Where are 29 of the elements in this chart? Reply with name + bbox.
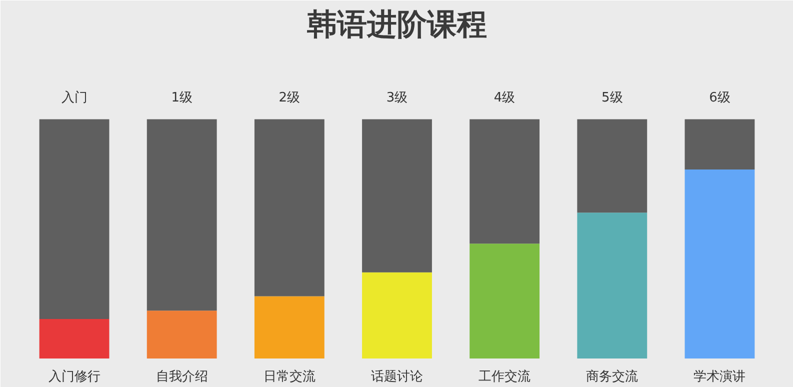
x-tick-label: 商务交流 <box>586 368 638 384</box>
annotation: 4级 <box>494 90 516 106</box>
bar <box>254 296 324 358</box>
chart-title: 韩语进阶课程 <box>306 8 487 42</box>
x-tick-label: 工作交流 <box>478 368 531 384</box>
bar <box>254 119 324 296</box>
x-tick-label: 日常交流 <box>263 368 316 384</box>
bar <box>362 272 432 358</box>
bar <box>146 310 217 358</box>
bar <box>39 119 110 320</box>
annotation: 5级 <box>602 90 623 106</box>
annotation: 1级 <box>171 90 193 106</box>
bar <box>577 212 648 358</box>
bar <box>146 119 217 311</box>
bar <box>684 119 755 170</box>
bar <box>470 119 540 244</box>
annotation: 6级 <box>709 90 730 106</box>
x-tick-label: 入门修行 <box>48 368 100 384</box>
bar <box>39 319 110 358</box>
bar <box>362 119 432 272</box>
annotation: 3级 <box>386 90 408 106</box>
annotation: 2级 <box>278 90 300 106</box>
x-tick-label: 话题讨论 <box>371 370 423 384</box>
bar <box>684 170 755 358</box>
bar <box>470 244 540 358</box>
annotation: 入门 <box>61 89 88 106</box>
x-tick-label: 自我介绍 <box>156 370 208 384</box>
x-tick-label: 学术演讲 <box>694 370 746 384</box>
bar <box>577 119 648 213</box>
